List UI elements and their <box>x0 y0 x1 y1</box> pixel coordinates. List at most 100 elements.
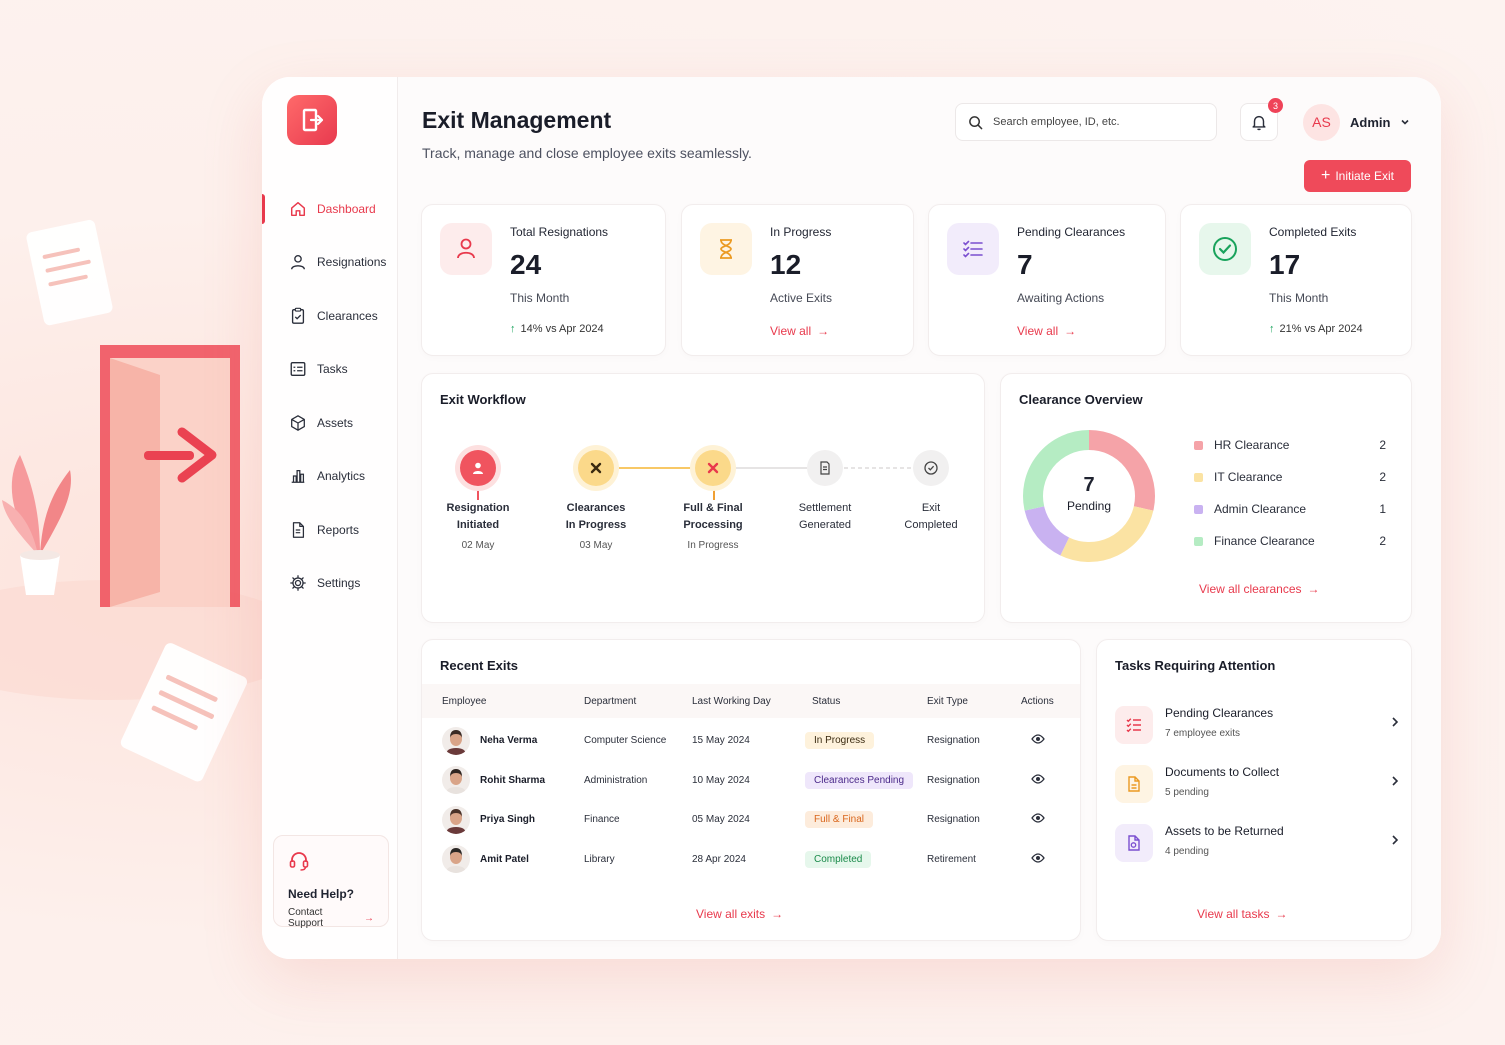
arrow-up-icon: ↑ <box>510 323 516 335</box>
section-title: Clearance Overview <box>1019 392 1143 407</box>
sidebar-item-clearances[interactable]: Clearances <box>262 289 398 343</box>
sidebar-item-label: Settings <box>317 576 361 591</box>
search-input[interactable] <box>993 116 1193 128</box>
department-cell: Administration <box>584 774 648 786</box>
checklist-icon <box>1115 706 1153 744</box>
step-date: 02 May <box>461 540 495 551</box>
exit-type-cell: Resignation <box>927 735 980 747</box>
arrow-right-icon: → <box>771 907 784 921</box>
contact-support-link[interactable]: Contact Support → <box>288 907 374 929</box>
table-header: Employee Department Last Working Day Sta… <box>422 684 1080 718</box>
workflow-step-resignation: Resignation Initiated 02 May <box>428 450 528 551</box>
legend-swatch <box>1194 504 1203 514</box>
stat-value: 12 <box>770 249 802 280</box>
search-icon <box>969 115 983 129</box>
stat-sub: This Month <box>1269 291 1329 305</box>
search-box[interactable] <box>955 103 1217 141</box>
sidebar-item-dashboard[interactable]: Dashboard <box>262 182 398 236</box>
app-logo[interactable] <box>287 95 337 145</box>
notifications-button[interactable]: 3 <box>1240 98 1283 141</box>
view-all-in-progress-link[interactable]: View all → <box>770 324 829 338</box>
table-row[interactable]: Priya Singh Finance 05 May 2024 Full & Fina… <box>422 800 1080 840</box>
contact-support-label: Contact Support <box>288 907 324 929</box>
arrow-up-icon: ↑ <box>1269 323 1275 335</box>
table-row[interactable]: Rohit Sharma Administration 10 May 2024 Cle… <box>422 761 1080 801</box>
step-line2: In Progress <box>565 519 627 531</box>
table-row[interactable]: Amit Patel Library 28 Apr 2024 Completed Ret… <box>422 840 1080 880</box>
task-title: Pending Clearances <box>1165 706 1274 720</box>
chevron-down-icon <box>1401 119 1410 125</box>
hourglass-icon <box>700 223 752 275</box>
column-header: Employee <box>442 695 487 707</box>
plus-icon: + <box>1320 167 1331 184</box>
donut-slice-1 <box>1060 505 1154 562</box>
last-working-day-cell: 28 Apr 2024 <box>692 853 746 865</box>
stat-sub: This Month <box>510 291 570 305</box>
initiate-exit-button[interactable]: + Initiate Exit <box>1304 160 1411 192</box>
sidebar-item-label: Analytics <box>317 469 366 484</box>
department-cell: Finance <box>584 814 620 826</box>
employee-name: Amit Patel <box>480 853 529 865</box>
employee-name: Neha Verma <box>480 735 538 747</box>
view-all-pending-link[interactable]: View all → <box>1017 324 1076 338</box>
view-all-exits-link[interactable]: View all exits → <box>696 907 783 921</box>
stat-sub: Awaiting Actions <box>1017 291 1105 305</box>
exit-type-cell: Retirement <box>927 853 976 865</box>
user-name: Admin <box>1350 114 1391 130</box>
door-illustration <box>0 219 300 782</box>
view-eye-icon[interactable] <box>1031 773 1045 788</box>
chevron-right-icon <box>1392 835 1399 845</box>
exit-type-cell: Resignation <box>927 814 980 826</box>
document-icon <box>1115 765 1153 803</box>
stat-label: Completed Exits <box>1269 225 1357 239</box>
last-working-day-cell: 15 May 2024 <box>692 735 750 747</box>
checklist-icon <box>947 223 999 275</box>
view-all-clearances-link[interactable]: View all clearances → <box>1199 582 1320 596</box>
sidebar-item-reports[interactable]: Reports <box>262 503 398 557</box>
employee-cell: Amit Patel <box>442 845 529 874</box>
user-icon <box>291 255 305 270</box>
stat-trend: ↑ 21% vs Apr 2024 <box>1269 323 1363 335</box>
view-all-tasks-label: View all tasks <box>1197 907 1270 921</box>
stat-sub: Active Exits <box>770 291 833 305</box>
check-circle-icon <box>913 450 949 486</box>
sidebar-item-settings[interactable]: Settings <box>262 557 398 611</box>
arrow-right-icon: → <box>1275 907 1288 921</box>
step-line1: Exit <box>921 502 941 514</box>
arrow-right-icon: → <box>1064 324 1077 338</box>
legend-count: 2 <box>1379 534 1386 548</box>
notification-badge: 3 <box>1268 98 1283 113</box>
workflow-step-settlement: Settlement Generated <box>775 450 875 534</box>
sidebar-item-tasks[interactable]: Tasks <box>262 343 398 397</box>
view-eye-icon[interactable] <box>1031 812 1045 827</box>
task-sub: 4 pending <box>1165 846 1209 857</box>
legend-finance: Finance Clearance 2 <box>1194 534 1386 548</box>
employee-name: Rohit Sharma <box>480 774 546 786</box>
view-eye-icon[interactable] <box>1031 733 1045 748</box>
stat-card-total-resignations: Total Resignations 24 This Month ↑ 14% vs… <box>421 204 666 356</box>
user-menu[interactable]: AS Admin <box>1303 103 1410 141</box>
status-badge: Clearances Pending <box>805 771 914 789</box>
step-date: In Progress <box>687 540 739 551</box>
stat-trend-text: 14% vs Apr 2024 <box>520 323 604 335</box>
table-row[interactable]: Neha Verma Computer Science 15 May 2024 In … <box>422 721 1080 761</box>
user-icon <box>460 450 496 486</box>
legend-label: HR Clearance <box>1214 438 1290 452</box>
donut-center-value: 7 <box>1083 474 1095 496</box>
task-assets-to-be-returned[interactable]: Assets to be Returned 4 pending <box>1115 822 1399 866</box>
sidebar-item-resignations[interactable]: Resignations <box>262 236 398 290</box>
task-pending-clearances[interactable]: Pending Clearances 7 employee exits <box>1115 704 1399 748</box>
task-documents-to-collect[interactable]: Documents to Collect 5 pending <box>1115 763 1399 807</box>
exit-workflow-card: Exit Workflow Resignation Initiated 02 Ma… <box>421 373 985 623</box>
legend-swatch <box>1194 440 1203 450</box>
view-eye-icon[interactable] <box>1031 852 1045 867</box>
view-all-tasks-link[interactable]: View all tasks → <box>1197 907 1287 921</box>
donut-center: 7 Pending <box>1021 474 1157 513</box>
puzzle-icon <box>578 450 614 486</box>
sidebar-item-analytics[interactable]: Analytics <box>262 450 398 504</box>
task-sub: 5 pending <box>1165 787 1209 798</box>
sidebar-item-assets[interactable]: Assets <box>262 396 398 450</box>
department-cell: Computer Science <box>584 735 667 747</box>
bell-icon <box>1252 115 1266 131</box>
section-title: Tasks Requiring Attention <box>1115 658 1276 673</box>
